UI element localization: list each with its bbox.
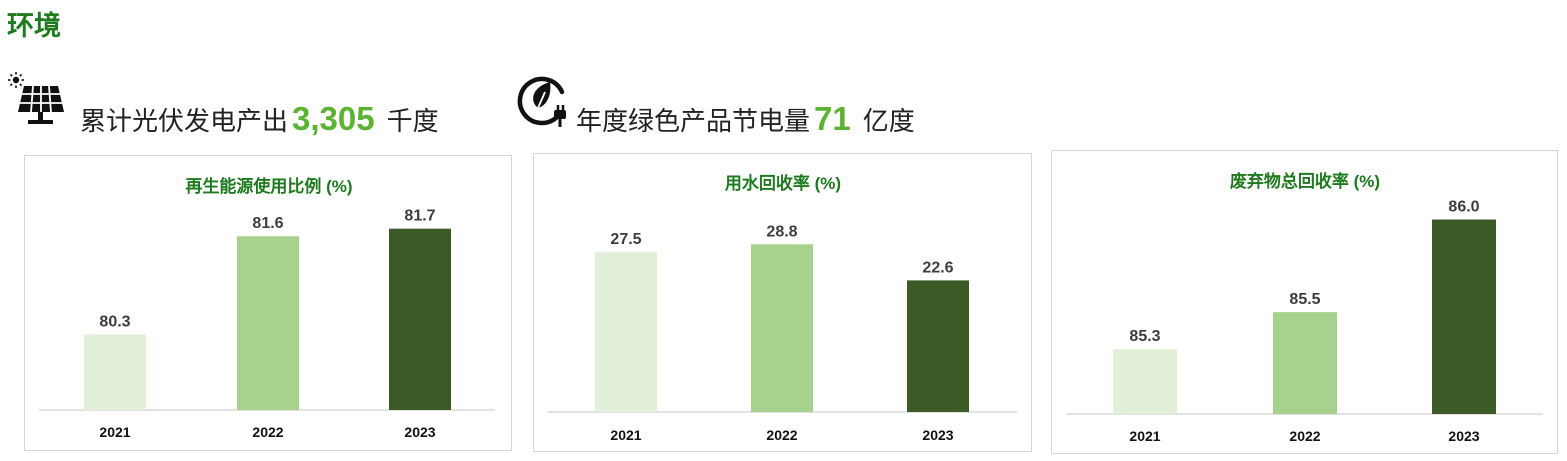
bar-2023 — [1432, 219, 1496, 414]
value-label: 85.5 — [1289, 291, 1320, 308]
x-tick-label: 2022 — [1289, 428, 1320, 444]
green-energy-plug-icon — [517, 76, 566, 127]
value-label: 27.5 — [610, 231, 641, 248]
solar-output-stat: 累计光伏发电产出 3,305 千度 — [80, 99, 439, 141]
product-savings-label: 年度绿色产品节电量 — [576, 106, 811, 136]
solar-output-unit: 千度 — [386, 106, 439, 136]
chart-svg: 再生能源使用比例 (%) 80.3 2021 81.6 2022 81.7 2023 — [39, 176, 495, 440]
section-title: 环境 — [7, 11, 61, 41]
bar-2022 — [237, 236, 299, 410]
value-label: 86.0 — [1448, 199, 1479, 216]
x-tick-label: 2023 — [404, 424, 435, 440]
x-tick-label: 2023 — [922, 427, 953, 443]
value-label: 80.3 — [99, 313, 130, 330]
bar-2022 — [1273, 312, 1337, 414]
product-savings-unit: 亿度 — [862, 106, 915, 136]
bar-2023 — [907, 280, 969, 412]
x-tick-label: 2023 — [1448, 428, 1479, 444]
x-tick-label: 2022 — [252, 424, 283, 440]
bar-2022 — [751, 244, 813, 412]
value-label: 81.6 — [252, 215, 283, 232]
water-recycling-chart: 用水回收率 (%) 27.5 2021 28.8 2022 22.6 2023 — [533, 153, 1032, 452]
x-tick-label: 2021 — [99, 424, 130, 440]
chart-svg: 用水回收率 (%) 27.5 2021 28.8 2022 22.6 2023 — [548, 173, 1017, 443]
value-label: 81.7 — [404, 208, 435, 225]
product-savings-stat: 年度绿色产品节电量 71 亿度 — [576, 99, 915, 141]
solar-output-label: 累计光伏发电产出 — [80, 106, 289, 136]
x-tick-label: 2021 — [610, 427, 641, 443]
solar-output-value: 3,305 — [292, 100, 375, 137]
bar-2021 — [84, 334, 146, 410]
bar-2021 — [1113, 349, 1177, 414]
chart-title: 用水回收率 (%) — [725, 173, 841, 193]
solar-panel-icon — [8, 72, 64, 124]
chart-title: 再生能源使用比例 (%) — [185, 176, 352, 196]
value-label: 28.8 — [766, 223, 797, 240]
product-savings-value: 71 — [814, 100, 851, 137]
chart-title: 废弃物总回收率 (%) — [1230, 171, 1380, 191]
x-tick-label: 2021 — [1129, 428, 1160, 444]
value-label: 85.3 — [1129, 328, 1160, 345]
bar-2023 — [389, 228, 451, 410]
value-label: 22.6 — [922, 259, 953, 276]
bar-2021 — [595, 251, 657, 412]
chart-svg: 废弃物总回收率 (%) 85.3 2021 85.5 2022 86.0 2023 — [1066, 171, 1543, 444]
x-tick-label: 2022 — [766, 427, 797, 443]
renewable-energy-chart: 再生能源使用比例 (%) 80.3 2021 81.6 2022 81.7 2023 — [24, 155, 512, 451]
waste-recycling-chart: 废弃物总回收率 (%) 85.3 2021 85.5 2022 86.0 2023 — [1051, 150, 1558, 454]
